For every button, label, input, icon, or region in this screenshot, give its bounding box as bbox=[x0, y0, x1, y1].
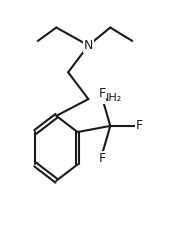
Text: NH₂: NH₂ bbox=[101, 93, 122, 103]
Text: F: F bbox=[98, 87, 105, 100]
Text: N: N bbox=[84, 39, 93, 52]
Text: F: F bbox=[98, 152, 105, 165]
Text: F: F bbox=[135, 119, 142, 133]
